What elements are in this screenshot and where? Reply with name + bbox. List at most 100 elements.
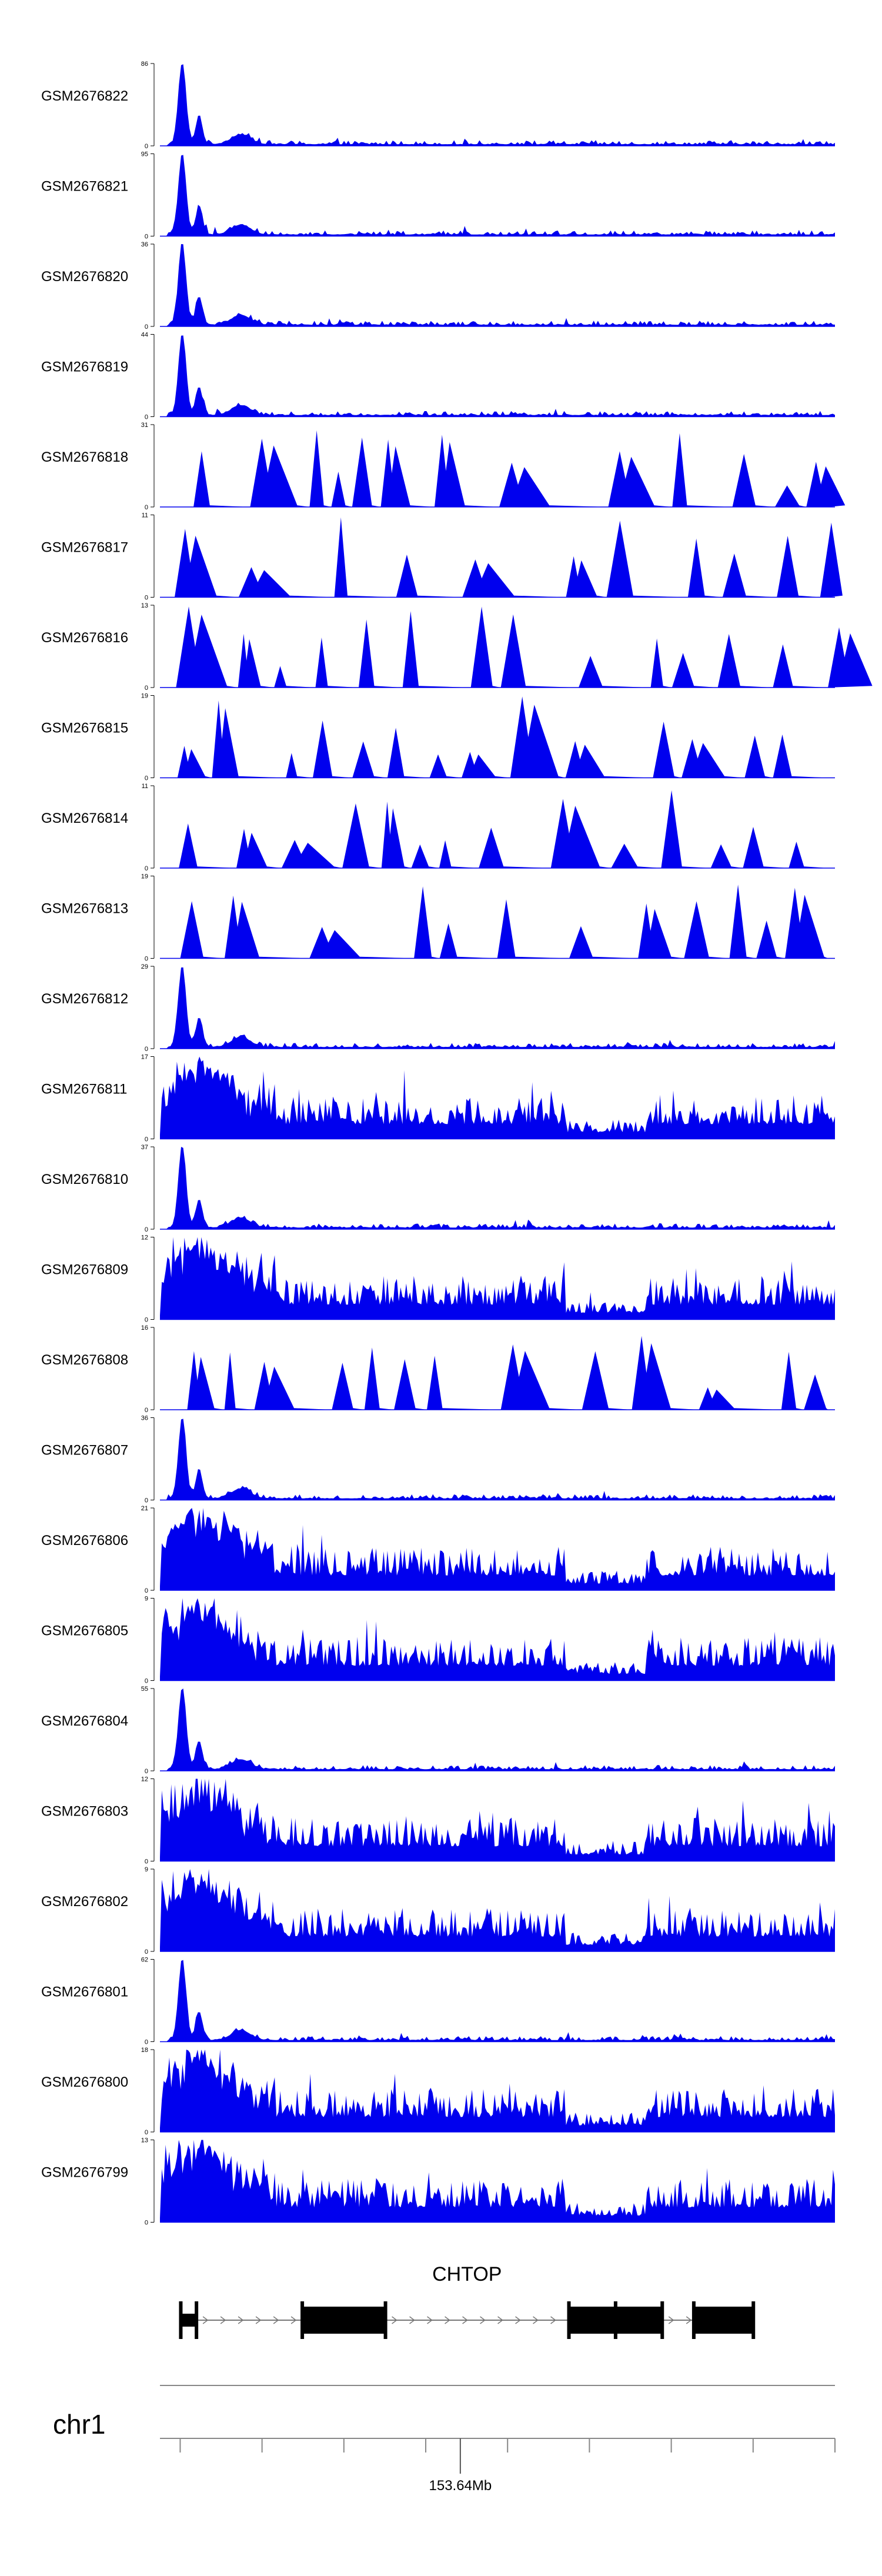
sample-label: GSM2676818: [41, 449, 128, 465]
y-min-label: 0: [145, 1407, 148, 1414]
sample-label: GSM2676805: [41, 1623, 128, 1639]
y-max-label: 13: [141, 2137, 148, 2144]
sample-label: GSM2676813: [41, 901, 128, 917]
y-min-label: 0: [145, 1317, 148, 1324]
coverage-track: GSM2676820 36 0: [41, 241, 835, 331]
strand-chevron: [686, 2316, 692, 2324]
y-min-label: 0: [145, 1768, 148, 1775]
chromosome-label: chr1: [53, 2409, 105, 2440]
y-min-label: 0: [145, 1948, 148, 1956]
sample-label: GSM2676817: [41, 540, 128, 556]
coverage-track: GSM2676816 13 0: [41, 602, 873, 692]
coverage-area: [160, 967, 835, 1049]
coverage-area: [160, 1598, 835, 1681]
sample-label: GSM2676819: [41, 359, 128, 375]
strand-chevron: [202, 2316, 209, 2324]
coverage-area: [160, 696, 835, 778]
coverage-area: [160, 1869, 835, 1951]
coverage-track: GSM2676819 44 0: [41, 332, 835, 421]
strand-chevron: [550, 2316, 556, 2324]
coverage-area: [160, 64, 835, 146]
coverage-track: GSM2676811 17 0: [41, 1054, 835, 1143]
sample-label: GSM2676809: [41, 1262, 128, 1278]
strand-chevron: [255, 2316, 262, 2324]
sample-label: GSM2676808: [41, 1352, 128, 1368]
y-min-label: 0: [145, 775, 148, 782]
sample-label: GSM2676811: [41, 1082, 127, 1097]
y-max-label: 13: [141, 602, 148, 609]
coverage-area: [160, 1960, 835, 2042]
y-max-label: 9: [145, 1866, 148, 1873]
exon-boundary: [691, 2301, 696, 2339]
strand-chevron: [290, 2316, 297, 2324]
strand-chevron: [238, 2316, 244, 2324]
coverage-track: GSM2676800 18 0: [41, 2047, 835, 2136]
coverage-track: GSM2676822 86 0: [41, 61, 835, 150]
y-max-label: 12: [141, 1234, 148, 1242]
strand-chevron: [480, 2316, 486, 2324]
coverage-track: GSM2676801 62 0: [41, 1957, 835, 2046]
y-max-label: 17: [141, 1054, 148, 1061]
strand-chevron: [273, 2316, 279, 2324]
strand-chevron: [497, 2316, 503, 2324]
y-min-label: 0: [145, 2039, 148, 2046]
coverage-area: [160, 517, 843, 598]
strand-chevron: [462, 2316, 468, 2324]
sample-label: GSM2676814: [41, 810, 128, 826]
y-max-label: 95: [141, 151, 148, 158]
y-max-label: 11: [142, 783, 148, 790]
coverage-track: GSM2676807 36 0: [41, 1415, 835, 1504]
exon-boundary: [300, 2301, 305, 2339]
coverage-track: GSM2676803 12 0: [41, 1776, 835, 1866]
coverage-area: [160, 155, 835, 236]
sample-label: GSM2676822: [41, 88, 128, 104]
y-max-label: 31: [141, 422, 148, 429]
coverage-track: GSM2676805 9 0: [41, 1596, 835, 1685]
sample-label: GSM2676820: [41, 269, 128, 285]
y-min-label: 0: [145, 956, 148, 963]
genome-axis: chr1 153.64Mb: [53, 2385, 836, 2494]
y-min-label: 0: [145, 414, 148, 421]
sample-label: GSM2676801: [41, 1984, 128, 2000]
coverage-track: GSM2676806 21 0: [41, 1505, 835, 1594]
y-max-label: 62: [141, 1957, 148, 1964]
y-min-label: 0: [145, 2129, 148, 2136]
exon-boundary: [751, 2301, 756, 2339]
coverage-area: [160, 1778, 835, 1861]
coverage-area: [160, 2140, 835, 2223]
coverage-area: [160, 790, 835, 868]
coverage-track: GSM2676813 19 0: [41, 873, 835, 963]
sample-label: GSM2676821: [41, 179, 128, 195]
y-min-label: 0: [145, 1858, 148, 1866]
sample-label: GSM2676812: [41, 991, 128, 1007]
coverage-track: GSM2676812 29 0: [41, 963, 835, 1053]
coverage-track: GSM2676814 11 0: [41, 783, 835, 872]
coverage-track: GSM2676804 55 0: [41, 1686, 835, 1775]
y-min-label: 0: [145, 1226, 148, 1233]
sample-label: GSM2676803: [41, 1804, 128, 1820]
gene-name-label: CHTOP: [432, 2263, 502, 2285]
y-max-label: 12: [141, 1776, 148, 1783]
strand-chevron: [445, 2316, 450, 2324]
coverage-area: [160, 244, 835, 326]
y-min-label: 0: [145, 1136, 148, 1143]
exon-boundary: [195, 2301, 199, 2339]
y-max-label: 11: [142, 512, 148, 519]
strand-chevron: [533, 2316, 539, 2324]
coverage-area: [160, 1508, 835, 1590]
y-max-label: 55: [141, 1686, 148, 1693]
strand-chevron: [392, 2316, 397, 2324]
y-max-label: 16: [141, 1324, 148, 1332]
y-max-label: 44: [141, 332, 148, 339]
axis-ticks: [179, 2438, 836, 2474]
sample-label: GSM2676815: [41, 720, 128, 736]
sample-label: GSM2676810: [41, 1172, 128, 1187]
exon-block: [302, 2307, 386, 2334]
exon-block: [693, 2307, 754, 2334]
y-max-label: 9: [145, 1596, 148, 1603]
coverage-area: [160, 1336, 835, 1410]
sample-label: GSM2676807: [41, 1443, 128, 1459]
y-min-label: 0: [145, 865, 148, 872]
y-max-label: 21: [141, 1505, 148, 1512]
